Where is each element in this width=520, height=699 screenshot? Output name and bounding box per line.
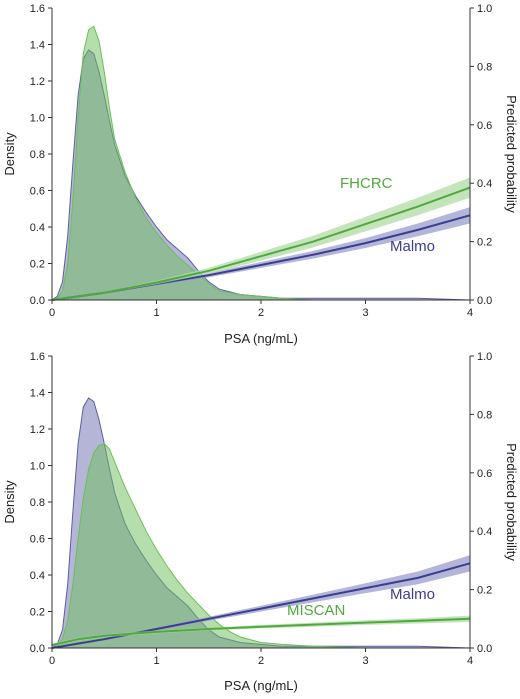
bottom-right-y-tick-label: 1.0 — [477, 351, 492, 363]
bottom-right-y-tick-label: 0.2 — [477, 585, 492, 597]
top-ticks: 0 1 2 3 4 0.0 0.2 0.4 0.6 0.8 1.0 1.2 1.4 1.6 0.0 0.2 0.… — [30, 3, 493, 319]
top-left-axis-title: Density — [2, 132, 17, 176]
top-x-tick-label: 4 — [467, 307, 473, 319]
bottom-right-y-tick-label: 0.4 — [477, 526, 492, 538]
bottom-left-y-tick-label: 0.8 — [30, 497, 45, 509]
top-x-tick-label: 1 — [153, 307, 159, 319]
top-left-y-tick-label: 1.0 — [30, 113, 45, 125]
top-left-y-tick-label: 0.4 — [30, 222, 45, 234]
top-right-y-tick-label: 0.2 — [477, 237, 492, 249]
bottom-left-y-tick-label: 1.2 — [30, 424, 45, 436]
bottom-density-area-1 — [51, 443, 470, 649]
bottom-left-y-tick-label: 0.2 — [30, 607, 45, 619]
bottom-x-tick-label: 2 — [258, 655, 264, 667]
bottom-left-y-tick-label: 0.0 — [30, 643, 45, 655]
bottom-right-y-tick-label: 0.0 — [477, 643, 492, 655]
top-x-axis-title: PSA (ng/mL) — [224, 331, 298, 346]
top-left-y-tick-label: 1.4 — [30, 40, 45, 52]
top-right-y-tick-label: 0.8 — [477, 61, 492, 73]
top-left-y-tick-label: 0.6 — [30, 186, 45, 198]
top-plot-area — [50, 25, 471, 301]
top-panel: 0 1 2 3 4 0.0 0.2 0.4 0.6 0.8 1.0 1.2 1.4 1.6 0.0 0.2 0.… — [2, 3, 519, 346]
top-x-tick-label: 2 — [258, 307, 264, 319]
top-right-y-tick-label: 0.6 — [477, 120, 492, 132]
bottom-left-axis-title: Density — [2, 480, 17, 524]
bottom-left-y-tick-label: 0.6 — [30, 534, 45, 546]
bottom-left-y-tick-label: 1.4 — [30, 388, 45, 400]
top-left-y-tick-label: 0.0 — [30, 295, 45, 307]
bottom-miscan-label: MISCAN — [287, 602, 345, 619]
bottom-x-tick-label: 1 — [153, 655, 159, 667]
bottom-malmo-label: Malmo — [390, 586, 435, 603]
top-right-y-tick-label: 0.4 — [477, 178, 492, 190]
top-x-tick-label: 0 — [49, 307, 55, 319]
bottom-panel: 0 1 2 3 4 0.0 0.2 0.4 0.6 0.8 1.0 1.2 1.4 1.6 0.0 0.2 0.… — [2, 351, 519, 693]
top-left-y-tick-label: 1.6 — [30, 3, 45, 15]
bottom-x-axis-title: PSA (ng/mL) — [224, 678, 298, 693]
bottom-ticks: 0 1 2 3 4 0.0 0.2 0.4 0.6 0.8 1.0 1.2 1.4 1.6 0.0 0.2 0.… — [30, 351, 493, 667]
bottom-left-y-tick-label: 1.6 — [30, 351, 45, 363]
bottom-right-y-tick-label: 0.6 — [477, 468, 492, 480]
bottom-right-y-tick-label: 0.8 — [477, 409, 492, 421]
bottom-miscan-probability-line — [51, 617, 471, 647]
bottom-x-tick-label: 4 — [467, 655, 473, 667]
top-x-tick-label: 3 — [362, 307, 368, 319]
bottom-left-y-tick-label: 1.0 — [30, 461, 45, 473]
top-left-y-tick-label: 0.2 — [30, 259, 45, 271]
top-right-y-tick-label: 0.0 — [477, 295, 492, 307]
top-left-y-tick-label: 1.2 — [30, 76, 45, 88]
top-right-y-tick-label: 1.0 — [477, 3, 492, 15]
bottom-left-y-tick-label: 0.4 — [30, 570, 45, 582]
bottom-plot-area — [50, 397, 471, 649]
top-fhcrc-probability-line — [51, 186, 471, 301]
top-fhcrc-label: FHCRC — [340, 175, 393, 192]
top-density-area-1 — [51, 25, 470, 301]
top-malmo-label: Malmo — [390, 238, 435, 255]
bottom-x-tick-label: 3 — [362, 655, 368, 667]
top-right-axis-title: Predicted probability — [504, 95, 519, 213]
bottom-right-axis-title: Predicted probability — [504, 443, 519, 561]
top-left-y-tick-label: 0.8 — [30, 149, 45, 161]
bottom-x-tick-label: 0 — [49, 655, 55, 667]
